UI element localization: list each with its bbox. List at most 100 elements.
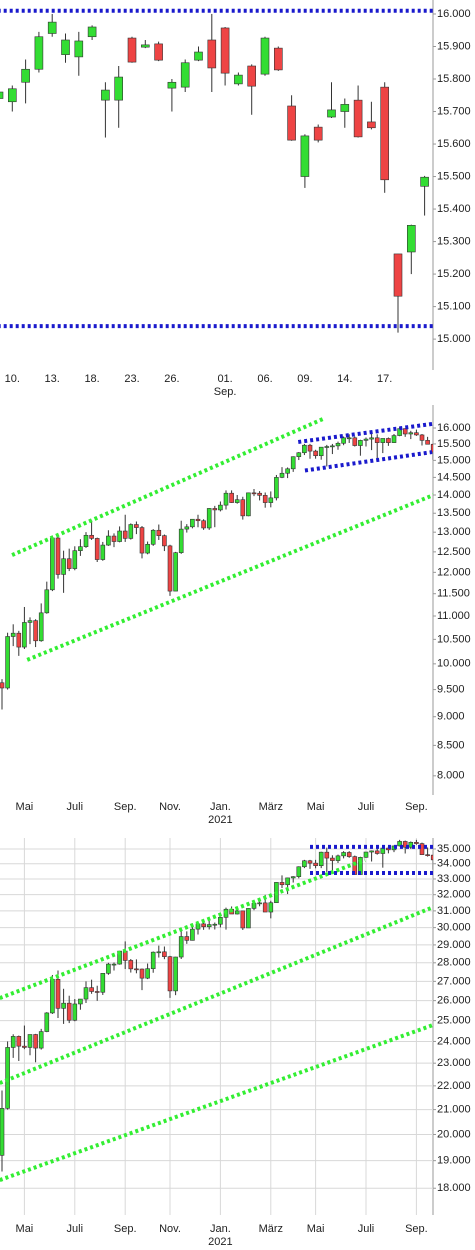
candle-body [184,936,190,941]
candle-body [21,68,30,83]
y-tick-label: 15.400 [437,203,471,215]
x-sublabel: Sep. [214,386,237,398]
x-tick-label: 06. [257,373,272,385]
candle-body [408,432,414,435]
candle-body [16,632,22,648]
trend-line [304,450,433,473]
candle-body [55,537,61,575]
candle-body [268,497,274,503]
y-tick-label: 15.500 [437,170,471,182]
candle-body [38,612,44,642]
y-tick-label: 16.000 [437,8,471,20]
candle-body [33,1034,38,1049]
y-tick-label: 35.000 [437,843,471,855]
candle-body [5,636,10,689]
candle-body [307,444,313,452]
candle-body [134,968,139,971]
y-tick-label: 15.700 [437,105,471,117]
candle-body [212,508,218,511]
x-tick-label: Sep. [114,801,137,813]
candle-body [10,632,16,637]
x-sublabel: 2021 [208,814,232,826]
x-tick-label: Juli [358,1223,375,1235]
y-tick-label: 10.000 [437,658,471,670]
candle-body [66,558,72,569]
candle-body [156,529,162,536]
candle-body [145,968,150,979]
candle-body [0,91,4,99]
y-tick-label: 12.500 [437,546,471,558]
y-tick-label: 8.500 [437,739,465,751]
y-tick-label: 15.200 [437,268,471,280]
y-tick-label: 28.000 [437,957,471,969]
candle-body [8,88,17,103]
x-tick-label: Sep. [405,1223,428,1235]
y-tick-label: 34.000 [437,858,471,870]
candle-body [369,437,374,440]
y-tick-label: 19.000 [437,1155,471,1167]
candle-body [327,109,336,118]
candle-body [128,960,134,970]
candle-body [72,550,78,569]
candle-body [352,437,358,446]
candle-body [296,452,302,458]
y-tick-label: 32.000 [437,889,471,901]
candle-body [178,528,184,553]
candle-body [74,40,84,58]
candle-body [386,438,391,443]
candle-body [251,903,257,909]
candle-body [72,1003,78,1021]
y-tick-label: 22.000 [437,1080,471,1092]
candle-body [296,866,302,877]
candle-body [335,855,341,861]
y-tick-label: 15.000 [437,454,471,466]
x-tick-label: 18. [84,373,99,385]
candle-body [406,225,416,253]
y-tick-label: 12.000 [437,566,471,578]
candle-body [150,529,156,545]
candle-body [162,535,167,547]
candle-body [100,544,106,560]
candle-body [374,850,380,854]
candle-body [425,440,430,445]
candle-body [47,21,57,34]
candle-body [324,851,330,859]
candle-body [27,620,33,623]
y-tick-label: 14.500 [437,471,471,483]
candle-body [313,126,323,141]
candle-body [262,495,268,503]
candle-body [358,440,363,446]
x-tick-label: März [259,801,283,813]
candle-body [257,902,262,905]
candle-body [290,456,296,470]
candle-body [78,998,83,1005]
y-tick-label: 27.000 [437,975,471,987]
trend-line [0,1022,433,1182]
candle-body [279,882,285,886]
y-tick-label: 20.000 [437,1128,471,1140]
x-tick-label: Jan. [210,1223,231,1235]
candle-body [89,987,94,992]
candle-body [313,862,318,867]
candle-body [260,37,270,75]
candle-body [106,535,111,546]
candle-body [380,86,390,181]
candle-body [408,841,414,848]
y-tick-label: 10.500 [437,633,471,645]
candle-body [285,877,290,886]
candle-body [307,860,313,864]
x-tick-label: Mai [307,1223,325,1235]
candle-body [234,74,243,85]
x-tick-label: Sep. [114,1223,137,1235]
y-tick-label: 14.000 [437,489,471,501]
y-tick-label: 15.300 [437,235,471,247]
candle-body [414,432,419,436]
y-tick-label: 33.000 [437,873,471,885]
candle-body [318,851,324,867]
candle-body [154,43,163,61]
candle-body [240,499,246,517]
candle-body [397,841,402,847]
candle-body [324,446,330,448]
candle-body [127,37,137,63]
